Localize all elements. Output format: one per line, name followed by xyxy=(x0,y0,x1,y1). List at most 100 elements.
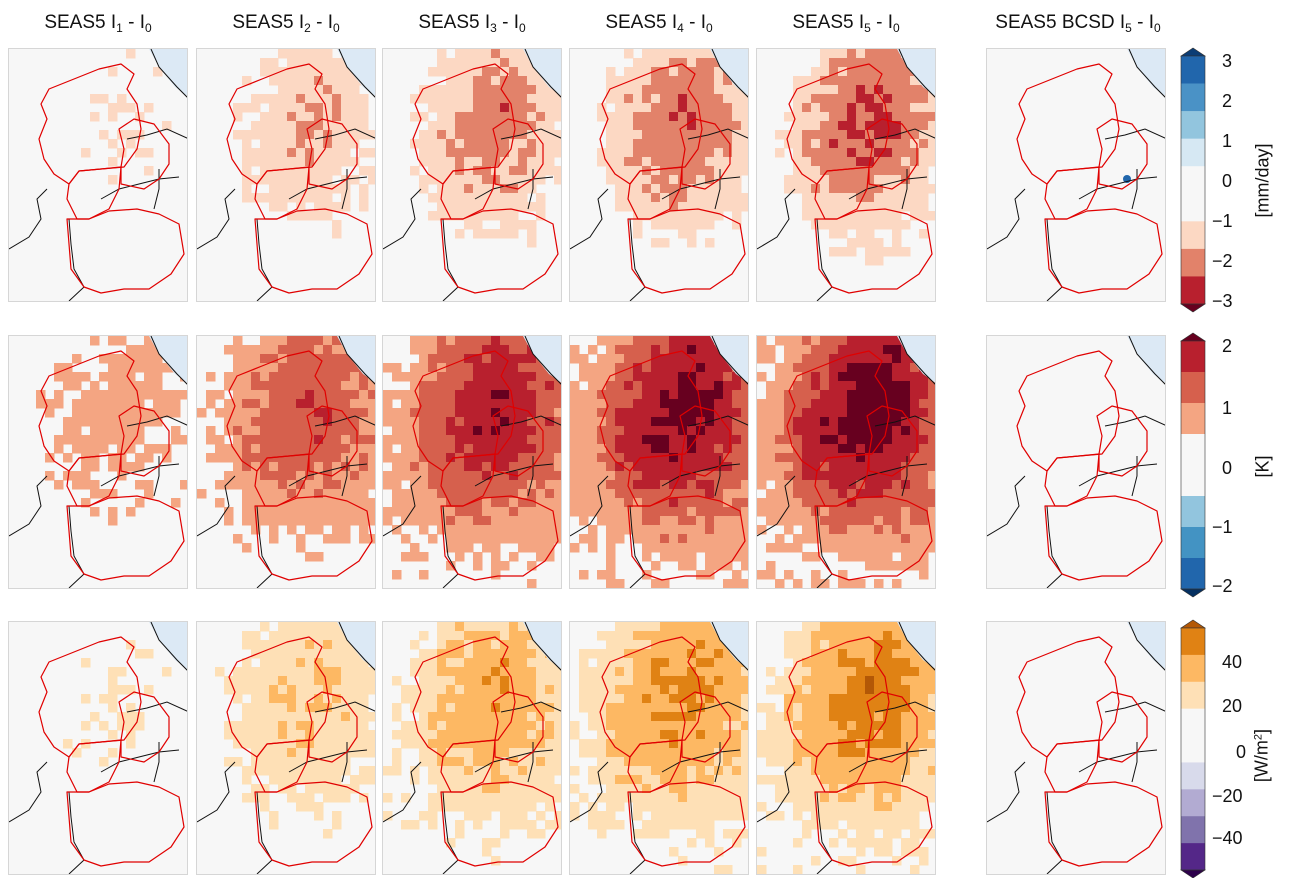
map-svg xyxy=(9,336,187,588)
catchment-outline xyxy=(66,495,185,581)
country-border xyxy=(126,415,187,427)
catchment-outline xyxy=(254,208,373,294)
catchment-outline xyxy=(440,739,496,793)
country-border xyxy=(687,128,748,140)
country-border xyxy=(314,701,375,713)
anomaly-field xyxy=(757,336,935,588)
catchment-outline xyxy=(1016,636,1120,758)
country-border xyxy=(987,761,1026,823)
map-panel-precip-l5 xyxy=(756,48,936,302)
tick-label: −1 xyxy=(1212,211,1233,231)
country-border xyxy=(687,701,748,713)
colorbar-precipitation xyxy=(1180,47,1206,313)
tick-label: 3 xyxy=(1222,51,1233,71)
colorbar-temperature xyxy=(1180,332,1206,598)
catchment-outline xyxy=(38,636,142,758)
catchment-outline xyxy=(254,781,373,867)
country-border xyxy=(442,505,459,588)
sea-area xyxy=(337,49,375,96)
sea-area xyxy=(897,336,935,383)
sea-area xyxy=(897,622,935,669)
country-border xyxy=(570,761,609,823)
catchment-outline xyxy=(1096,405,1148,477)
country-border xyxy=(153,742,160,783)
colorbar-segment xyxy=(1181,628,1205,656)
colorbar-frame xyxy=(1180,627,1206,871)
anomaly-field xyxy=(383,336,561,588)
country-border xyxy=(714,169,721,210)
catchment-outline xyxy=(66,781,185,867)
map-panel-rad-l3 xyxy=(382,621,562,875)
country-border xyxy=(1078,749,1158,773)
colorbar-segment xyxy=(1181,735,1205,763)
catchment-outline xyxy=(306,405,358,477)
map-panel-rad-l1 xyxy=(8,621,188,875)
country-border xyxy=(901,169,908,210)
country-border xyxy=(874,128,935,140)
catchment-outline xyxy=(786,63,890,185)
colorbar-extend-top xyxy=(1180,619,1206,629)
catchment-outline xyxy=(118,691,170,763)
country-border xyxy=(816,791,833,874)
country-border xyxy=(500,415,561,427)
catchment-outline xyxy=(306,691,358,763)
catchment-outline xyxy=(38,350,142,472)
catchment-outline xyxy=(492,691,544,763)
sea-area xyxy=(710,336,748,383)
country-border xyxy=(1128,336,1165,385)
country-border xyxy=(153,456,160,497)
column-title-l5: SEAS5 I5 - I0 xyxy=(792,12,900,35)
map-svg xyxy=(757,49,935,301)
country-border xyxy=(500,128,561,140)
country-border xyxy=(153,169,160,210)
colorbar-segment xyxy=(1181,372,1205,404)
colorbar-svg xyxy=(1180,619,1206,878)
map-panel-precip-l4 xyxy=(569,48,749,302)
country-border xyxy=(150,49,187,98)
country-border xyxy=(874,701,935,713)
country-border xyxy=(757,475,796,537)
country-border xyxy=(687,415,748,427)
country-border xyxy=(383,475,422,537)
tick-label: 0 xyxy=(1236,742,1247,762)
catchment-outline xyxy=(254,495,373,581)
catchment-outline xyxy=(1044,166,1100,220)
map-panel-rad-l5 xyxy=(756,621,936,875)
catchment-outline xyxy=(440,166,496,220)
country-border xyxy=(1078,176,1158,200)
sea-area xyxy=(1127,622,1165,669)
colorbar-segment xyxy=(1181,403,1205,435)
catchment-outline xyxy=(679,405,731,477)
country-border xyxy=(661,176,741,200)
country-border xyxy=(1131,169,1138,210)
map-svg xyxy=(987,49,1165,301)
country-border xyxy=(711,336,748,385)
country-border xyxy=(570,188,609,250)
colorbar-segment xyxy=(1181,111,1205,139)
country-border xyxy=(9,188,48,250)
country-border xyxy=(341,456,348,497)
sea-area xyxy=(1127,336,1165,383)
anomaly-field xyxy=(383,622,561,866)
country-border xyxy=(901,742,908,783)
catchment-outline xyxy=(66,166,122,220)
colorbar-segment xyxy=(1181,654,1205,683)
tick-label: −2 xyxy=(1212,576,1233,596)
country-border xyxy=(100,463,180,487)
country-border xyxy=(500,701,561,713)
colorbar-segment xyxy=(1181,789,1205,817)
catchment-outline xyxy=(679,691,731,763)
map-svg xyxy=(197,49,375,301)
country-border xyxy=(442,791,459,874)
country-border xyxy=(757,761,796,823)
map-svg xyxy=(757,622,935,874)
country-border xyxy=(757,188,796,250)
country-border xyxy=(314,415,375,427)
colorbar-segment xyxy=(1181,843,1205,871)
country-border xyxy=(714,456,721,497)
map-svg xyxy=(987,336,1165,588)
country-border xyxy=(474,749,554,773)
sea-area xyxy=(149,622,187,669)
colorbar-extend-top xyxy=(1180,47,1206,57)
sea-area xyxy=(710,622,748,669)
